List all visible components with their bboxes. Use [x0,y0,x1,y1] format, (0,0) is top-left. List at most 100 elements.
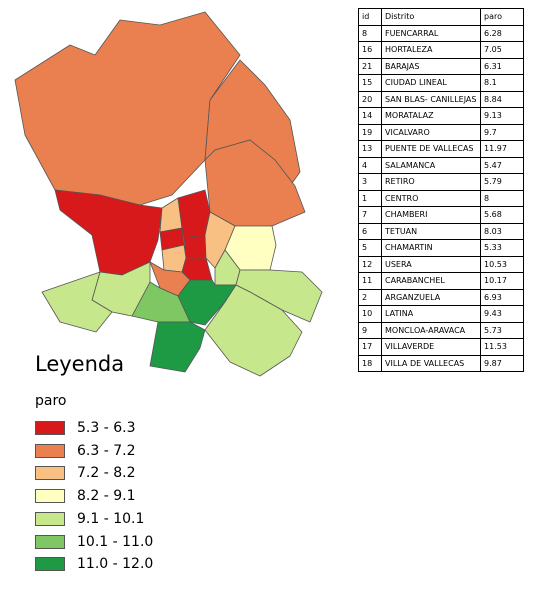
table-cell: 11 [358,272,382,290]
table-row: 16 HORTALEZA 7.05 [358,41,524,59]
table-cell: 3 [358,173,382,191]
table-cell: 8.03 [480,222,524,240]
table-cell: 6.28 [480,24,524,42]
table-cell: VICALVARO [381,123,481,141]
table-cell: VILLA DE VALLECAS [381,354,481,372]
table-row: 6 TETUAN 8.03 [358,222,524,240]
legend-item: 6.3 - 7.2 [35,443,135,459]
table-row: 15 CIUDAD LINEAL 8.1 [358,74,524,92]
table-cell: 5 [358,239,382,257]
table-cell: 8 [480,189,524,207]
legend-item: 10.1 - 11.0 [35,534,153,550]
table-cell: 5.47 [480,156,524,174]
table-cell: 5.73 [480,321,524,339]
legend-swatch [35,557,65,572]
table-cell: 9.7 [480,123,524,141]
table-cell: CARABANCHEL [381,272,481,290]
legend-swatch [35,511,65,526]
table-cell: SAN BLAS- CANILLEJAS [381,90,481,108]
table-cell: MORATALAZ [381,107,481,125]
chamartin [177,189,211,239]
table-cell: VILLAVERDE [381,338,481,356]
table-cell: 8.1 [480,74,524,92]
legend-swatch [35,534,65,549]
table-cell: 16 [358,41,382,59]
table-cell: 9.43 [480,305,524,323]
district-table: id Distrito paro 8 FUENCARRAL 6.28 16 HORTALEZA… [358,8,524,372]
legend-item: 11.0 - 12.0 [35,556,153,572]
legend-item: 7.2 - 8.2 [35,465,135,481]
table-cell: ARGANZUELA [381,288,481,306]
table-cell: 8.84 [480,90,524,108]
legend-swatch [35,466,65,481]
table-cell: 18 [358,354,382,372]
header-cell: id [358,8,382,26]
table-cell: 15 [358,74,382,92]
table-cell: 20 [358,90,382,108]
table-cell: 5.79 [480,173,524,191]
legend-label: 7.2 - 8.2 [77,465,136,482]
table-cell: 10.53 [480,255,524,273]
table-cell: 11.97 [480,140,524,158]
table-row: 19 VICALVARO 9.7 [358,123,524,141]
table-row: 5 CHAMARTIN 5.33 [358,239,524,257]
table-cell: 13 [358,140,382,158]
legend-title: Leyenda [35,352,125,376]
table-cell: LATINA [381,305,481,323]
table-cell: 2 [358,288,382,306]
table-cell: BARAJAS [381,57,481,75]
table-cell: 4 [358,156,382,174]
table-row: 21 BARAJAS 6.31 [358,57,524,75]
table-row: 1 CENTRO 8 [358,189,524,207]
legend-label: 11.0 - 12.0 [77,556,154,573]
legend-label: 10.1 - 11.0 [77,533,154,550]
table-cell: 7.05 [480,41,524,59]
table-cell: 6.31 [480,57,524,75]
table-cell: 10 [358,305,382,323]
table-row: 13 PUENTE DE VALLECAS 11.97 [358,140,524,158]
legend-label: 9.1 - 10.1 [77,510,145,527]
table-row: 9 MONCLOA-ARAVACA 5.73 [358,321,524,339]
table-cell: MONCLOA-ARAVACA [381,321,481,339]
district-map [14,11,323,377]
legend-swatch [35,489,65,504]
legend-label: 5.3 - 6.3 [77,420,136,436]
table-row: 8 FUENCARRAL 6.28 [358,24,524,42]
table-cell: 12 [358,255,382,273]
legend-swatch [35,421,65,435]
table-row: 14 MORATALAZ 9.13 [358,107,524,125]
table-cell: SALAMANCA [381,156,481,174]
table-cell: 1 [358,189,382,207]
table-cell: 11.53 [480,338,524,356]
villa-vallecas [204,284,303,377]
legend-item: 8.2 - 9.1 [35,488,135,504]
legend-item: 9.1 - 10.1 [35,511,144,527]
table-cell: 5.33 [480,239,524,257]
table-cell: 6 [358,222,382,240]
table-cell: 6.93 [480,288,524,306]
legend-label: 6.3 - 7.2 [77,442,136,459]
salamanca [183,234,207,259]
table-cell: CHAMARTIN [381,239,481,257]
table-row: 11 CARABANCHEL 10.17 [358,272,524,290]
table-cell: 7 [358,206,382,224]
table-cell: 19 [358,123,382,141]
legend-swatch [35,443,65,458]
table-row: 18 VILLA DE VALLECAS 9.87 [358,354,524,372]
table-cell: 14 [358,107,382,125]
legend-subtitle: paro [35,393,67,409]
table-row: 3 RETIRO 5.79 [358,173,524,191]
header-cell: paro [480,8,524,26]
villaverde [149,321,206,373]
table-row: 4 SALAMANCA 5.47 [358,156,524,174]
centro [161,244,187,273]
table-cell: 21 [358,57,382,75]
legend-item: 5.3 - 6.3 [35,420,135,436]
table-cell: HORTALEZA [381,41,481,59]
table-cell: 9 [358,321,382,339]
table-cell: USERA [381,255,481,273]
table-cell: FUENCARRAL [381,24,481,42]
table-row: 2 ARGANZUELA 6.93 [358,288,524,306]
header-row: id Distrito paro [358,8,524,26]
table-row: 17 VILLAVERDE 11.53 [358,338,524,356]
